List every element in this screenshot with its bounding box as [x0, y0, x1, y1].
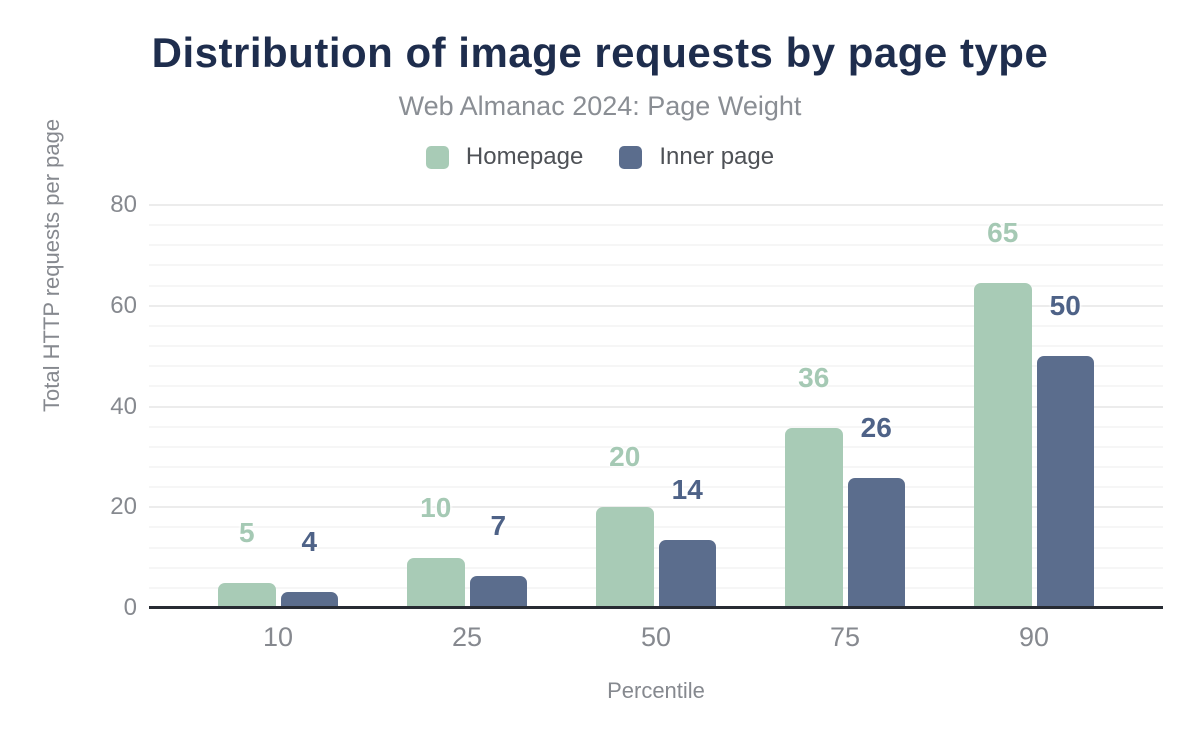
minor-gridline-72 [149, 244, 1163, 247]
y-tick-20: 20 [110, 493, 137, 521]
value-label-inner-page-p25: 7 [490, 510, 507, 541]
bar-homepage-p90 [974, 283, 1032, 608]
bar-homepage-p50 [596, 507, 654, 608]
minor-gridline-16 [149, 526, 1163, 529]
bar-inner-page-p50 [658, 540, 716, 608]
minor-gridline-28 [149, 465, 1163, 468]
minor-gridline-68 [149, 264, 1163, 267]
minor-gridline-32 [149, 445, 1163, 448]
minor-gridline-8 [149, 566, 1163, 569]
x-tick-50: 50 [640, 622, 672, 652]
minor-gridline-48 [149, 365, 1163, 368]
bar-inner-page-p75 [847, 478, 905, 608]
legend-label-homepage: Homepage [465, 143, 584, 170]
minor-gridline-64 [149, 284, 1163, 287]
minor-gridline-36 [149, 425, 1163, 428]
minor-gridline-24 [149, 486, 1163, 489]
value-label-homepage-p75: 36 [798, 362, 830, 393]
value-label-inner-page-p50: 14 [671, 474, 703, 505]
y-tick-0: 0 [123, 594, 137, 621]
major-gridline-20 [149, 506, 1163, 509]
value-label-inner-page-p90: 50 [1049, 290, 1081, 321]
bar-inner-page-p90 [1036, 356, 1094, 608]
minor-gridline-52 [149, 345, 1163, 348]
x-tick-10: 10 [262, 622, 294, 652]
value-label-homepage-p50: 20 [609, 441, 641, 472]
value-label-homepage-p10: 5 [238, 517, 255, 548]
minor-gridline-76 [149, 224, 1163, 227]
x-tick-25: 25 [451, 622, 483, 652]
bar-homepage-p25 [407, 558, 465, 608]
minor-gridline-56 [149, 324, 1163, 327]
value-label-inner-page-p75: 26 [860, 412, 892, 443]
minor-gridline-4 [149, 586, 1163, 589]
y-tick-40: 40 [110, 392, 137, 420]
y-tick-60: 60 [110, 291, 137, 319]
legend-swatch-homepage [425, 145, 449, 169]
plot-area: 5 10 20 36 65 4 7 14 26 50 [149, 204, 1163, 609]
major-gridline-40 [149, 405, 1163, 408]
value-label-homepage-p90: 65 [987, 217, 1019, 248]
x-tick-75: 75 [829, 622, 861, 652]
legend: Homepage Inner page [0, 144, 1200, 170]
major-gridline-80 [149, 204, 1163, 206]
x-tick-90: 90 [1018, 622, 1050, 652]
bar-homepage-p75 [785, 428, 843, 608]
value-label-inner-page-p10: 4 [301, 526, 318, 557]
bar-inner-page-p25 [469, 576, 527, 608]
chart-subtitle: Web Almanac 2024: Page Weight [398, 91, 802, 121]
x-axis-title: Percentile [607, 678, 705, 703]
value-label-homepage-p25: 10 [420, 492, 452, 523]
bar-inner-page-p10 [280, 592, 338, 608]
y-tick-80: 80 [110, 191, 137, 218]
minor-gridline-12 [149, 546, 1163, 549]
major-gridline-60 [149, 304, 1163, 307]
chart-title: Distribution of image requests by page t… [151, 29, 1049, 76]
legend-swatch-inner-page [619, 145, 643, 169]
legend-label-inner-page: Inner page [659, 143, 775, 170]
x-axis-line [149, 606, 1163, 609]
legend-item-homepage[interactable]: Homepage [425, 143, 584, 170]
minor-gridline-44 [149, 385, 1163, 388]
legend-item-inner-page[interactable]: Inner page [619, 144, 774, 170]
bar-homepage-p10 [218, 583, 276, 608]
